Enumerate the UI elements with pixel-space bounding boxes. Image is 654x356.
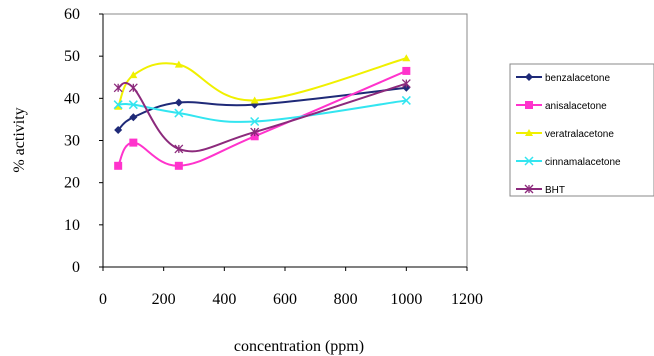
data-point-cinnamalacetone (128, 100, 138, 110)
data-point-cinnamalacetone-stroke (174, 108, 184, 118)
plot-area (102, 13, 468, 268)
series-line-cinnamalacetone (118, 99, 407, 123)
data-point-benzalacetone (174, 98, 183, 107)
legend-label: veratralacetone (545, 129, 614, 140)
data-point-cinnamalacetone-stroke (250, 116, 260, 127)
legend-label: benzalacetone (545, 73, 610, 84)
legend-box (509, 63, 654, 197)
series-line-veratralacetone (117, 57, 407, 108)
data-point-anisalacetone (250, 132, 259, 141)
y-tick-label: 40 (64, 90, 80, 107)
data-point-cinnamalacetone (113, 100, 123, 110)
y-tick-label: 0 (72, 259, 80, 276)
data-point-anisalacetone (114, 161, 123, 170)
series-group (113, 54, 411, 170)
data-point-BHT (250, 127, 260, 137)
data-point-anisalacetone (129, 138, 138, 147)
data-point-BHT (401, 79, 411, 89)
series-line-anisalacetone (117, 70, 407, 167)
data-point-benzalacetone (129, 113, 138, 122)
x-axis-title: concentration (ppm) (234, 338, 364, 355)
data-point-BHT (128, 83, 138, 93)
x-tick-label: 200 (152, 291, 176, 308)
data-point-veratralacetone (402, 54, 411, 62)
data-point-BHT (174, 144, 184, 154)
legend-swatch-marker (525, 73, 533, 81)
y-tick-label: 20 (64, 175, 80, 192)
data-point-benzalacetone (114, 125, 123, 134)
legend-swatch-marker (525, 129, 533, 136)
y-tick-label: 10 (64, 217, 80, 234)
legend: benzalacetone anisalacetone veratralaceton… (509, 63, 654, 197)
axes (99, 13, 468, 271)
x-tick-label: 1000 (390, 291, 422, 308)
x-tick-label: 0 (99, 291, 107, 308)
legend-label: BHT (545, 185, 565, 196)
legend-label: anisalacetone (545, 101, 607, 112)
data-point-cinnamalacetone (174, 108, 184, 118)
data-point-cinnamalacetone (401, 95, 411, 105)
legend-label: cinnamalacetone (545, 157, 621, 168)
data-point-BHT (113, 83, 123, 93)
data-point-anisalacetone (174, 161, 183, 170)
legend-swatch-marker-stroke (524, 156, 534, 166)
x-tick-label: 600 (273, 291, 297, 308)
data-point-veratralacetone (174, 60, 183, 68)
legend-swatch-marker (524, 156, 534, 166)
data-point-cinnamalacetone-stroke (128, 100, 138, 110)
data-point-veratralacetone (250, 96, 259, 104)
y-tick-label: 60 (64, 6, 80, 23)
series-line-benzalacetone (117, 86, 407, 131)
data-point-cinnamalacetone-stroke (401, 95, 411, 105)
x-tick-label: 400 (212, 291, 236, 308)
data-point-veratralacetone (129, 71, 138, 79)
data-point-anisalacetone (402, 66, 411, 75)
x-tick-label: 1200 (451, 291, 483, 308)
data-point-veratralacetone (114, 102, 123, 110)
y-axis-title: % activity (11, 107, 28, 172)
legend-swatch-marker (524, 184, 534, 194)
y-tick-label: 30 (64, 133, 80, 150)
data-point-cinnamalacetone-stroke (113, 100, 123, 110)
x-tick-label: 800 (334, 291, 358, 308)
data-point-cinnamalacetone (250, 116, 260, 127)
y-tick-label: 50 (64, 48, 80, 65)
legend-swatch-marker (525, 101, 533, 109)
